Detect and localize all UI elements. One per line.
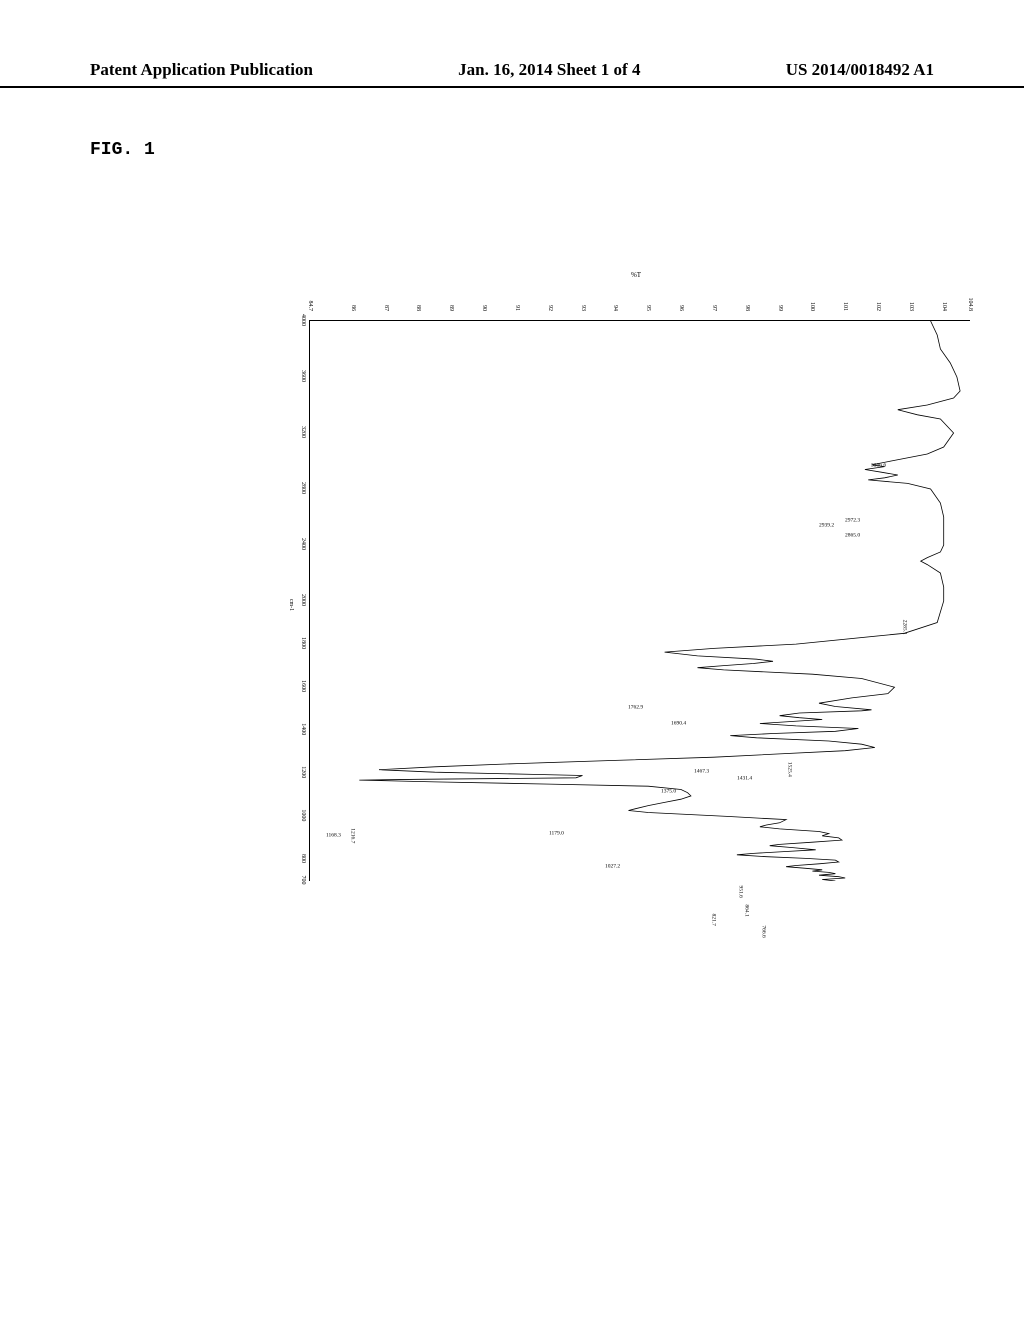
y-tick-label: 104: [941, 261, 947, 311]
x-tick-label: 3200: [300, 426, 306, 438]
y-tick-label: 94: [612, 261, 618, 311]
peak-label: 951.6: [737, 886, 743, 898]
ir-spectrum-chart: %T cm-1 104.8104103102101100999897969594…: [210, 260, 990, 920]
header-center: Jan. 16, 2014 Sheet 1 of 4: [458, 60, 640, 80]
header-right: US 2014/0018492 A1: [786, 60, 934, 80]
x-tick-label: 700: [300, 876, 306, 885]
y-tick-label: 88: [415, 261, 421, 311]
x-tick-label: 4000: [300, 314, 306, 326]
plot-area: 3366.62972.32939.22865.02285.11762.91690…: [309, 320, 970, 881]
y-tick-label: 101: [842, 261, 848, 311]
x-axis-ticks: 4000360032002800240020001800160014001200…: [278, 320, 308, 880]
y-axis-ticks: 104.8 104 103 102 101 100 99 98 97 96 95 94 93 92 91 90…: [310, 260, 970, 315]
x-tick-label: 2800: [300, 482, 306, 494]
x-tick-label: 1200: [300, 766, 306, 778]
y-tick-label: 97: [711, 261, 717, 311]
y-tick-label: 90: [481, 261, 487, 311]
y-tick-label: 100: [809, 261, 815, 311]
x-tick-label: 1000: [300, 809, 306, 821]
x-tick-label: 1800: [300, 637, 306, 649]
y-tick-label: 96: [678, 261, 684, 311]
y-tick-label: 104.8: [967, 261, 973, 311]
y-tick-label: 98: [744, 261, 750, 311]
y-tick-label: 91: [514, 261, 520, 311]
x-tick-label: 2400: [300, 538, 306, 550]
x-tick-label: 2000: [300, 594, 306, 606]
page-header: Patent Application Publication Jan. 16, …: [0, 60, 1024, 88]
x-tick-label: 800: [300, 854, 306, 863]
y-tick-label: 102: [875, 261, 881, 311]
peak-label: 864.1: [744, 904, 750, 916]
y-tick-label: 95: [645, 261, 651, 311]
y-tick-label: 99: [777, 261, 783, 311]
y-tick-label: 92: [547, 261, 553, 311]
x-tick-label: 1400: [300, 723, 306, 735]
y-tick-label: 103: [908, 261, 914, 311]
x-tick-label: 3600: [300, 370, 306, 382]
header-left: Patent Application Publication: [90, 60, 313, 80]
figure-label: FIG. 1: [90, 140, 155, 160]
y-tick-label: 89: [448, 261, 454, 311]
peak-label: 821.7: [711, 914, 717, 926]
y-tick-label: 93: [580, 261, 586, 311]
peak-label: 766.6: [760, 925, 766, 937]
y-tick-label: 86: [350, 261, 356, 311]
x-tick-label: 1600: [300, 680, 306, 692]
y-tick-label: 84.7: [307, 261, 313, 311]
y-tick-label: 87: [383, 261, 389, 311]
